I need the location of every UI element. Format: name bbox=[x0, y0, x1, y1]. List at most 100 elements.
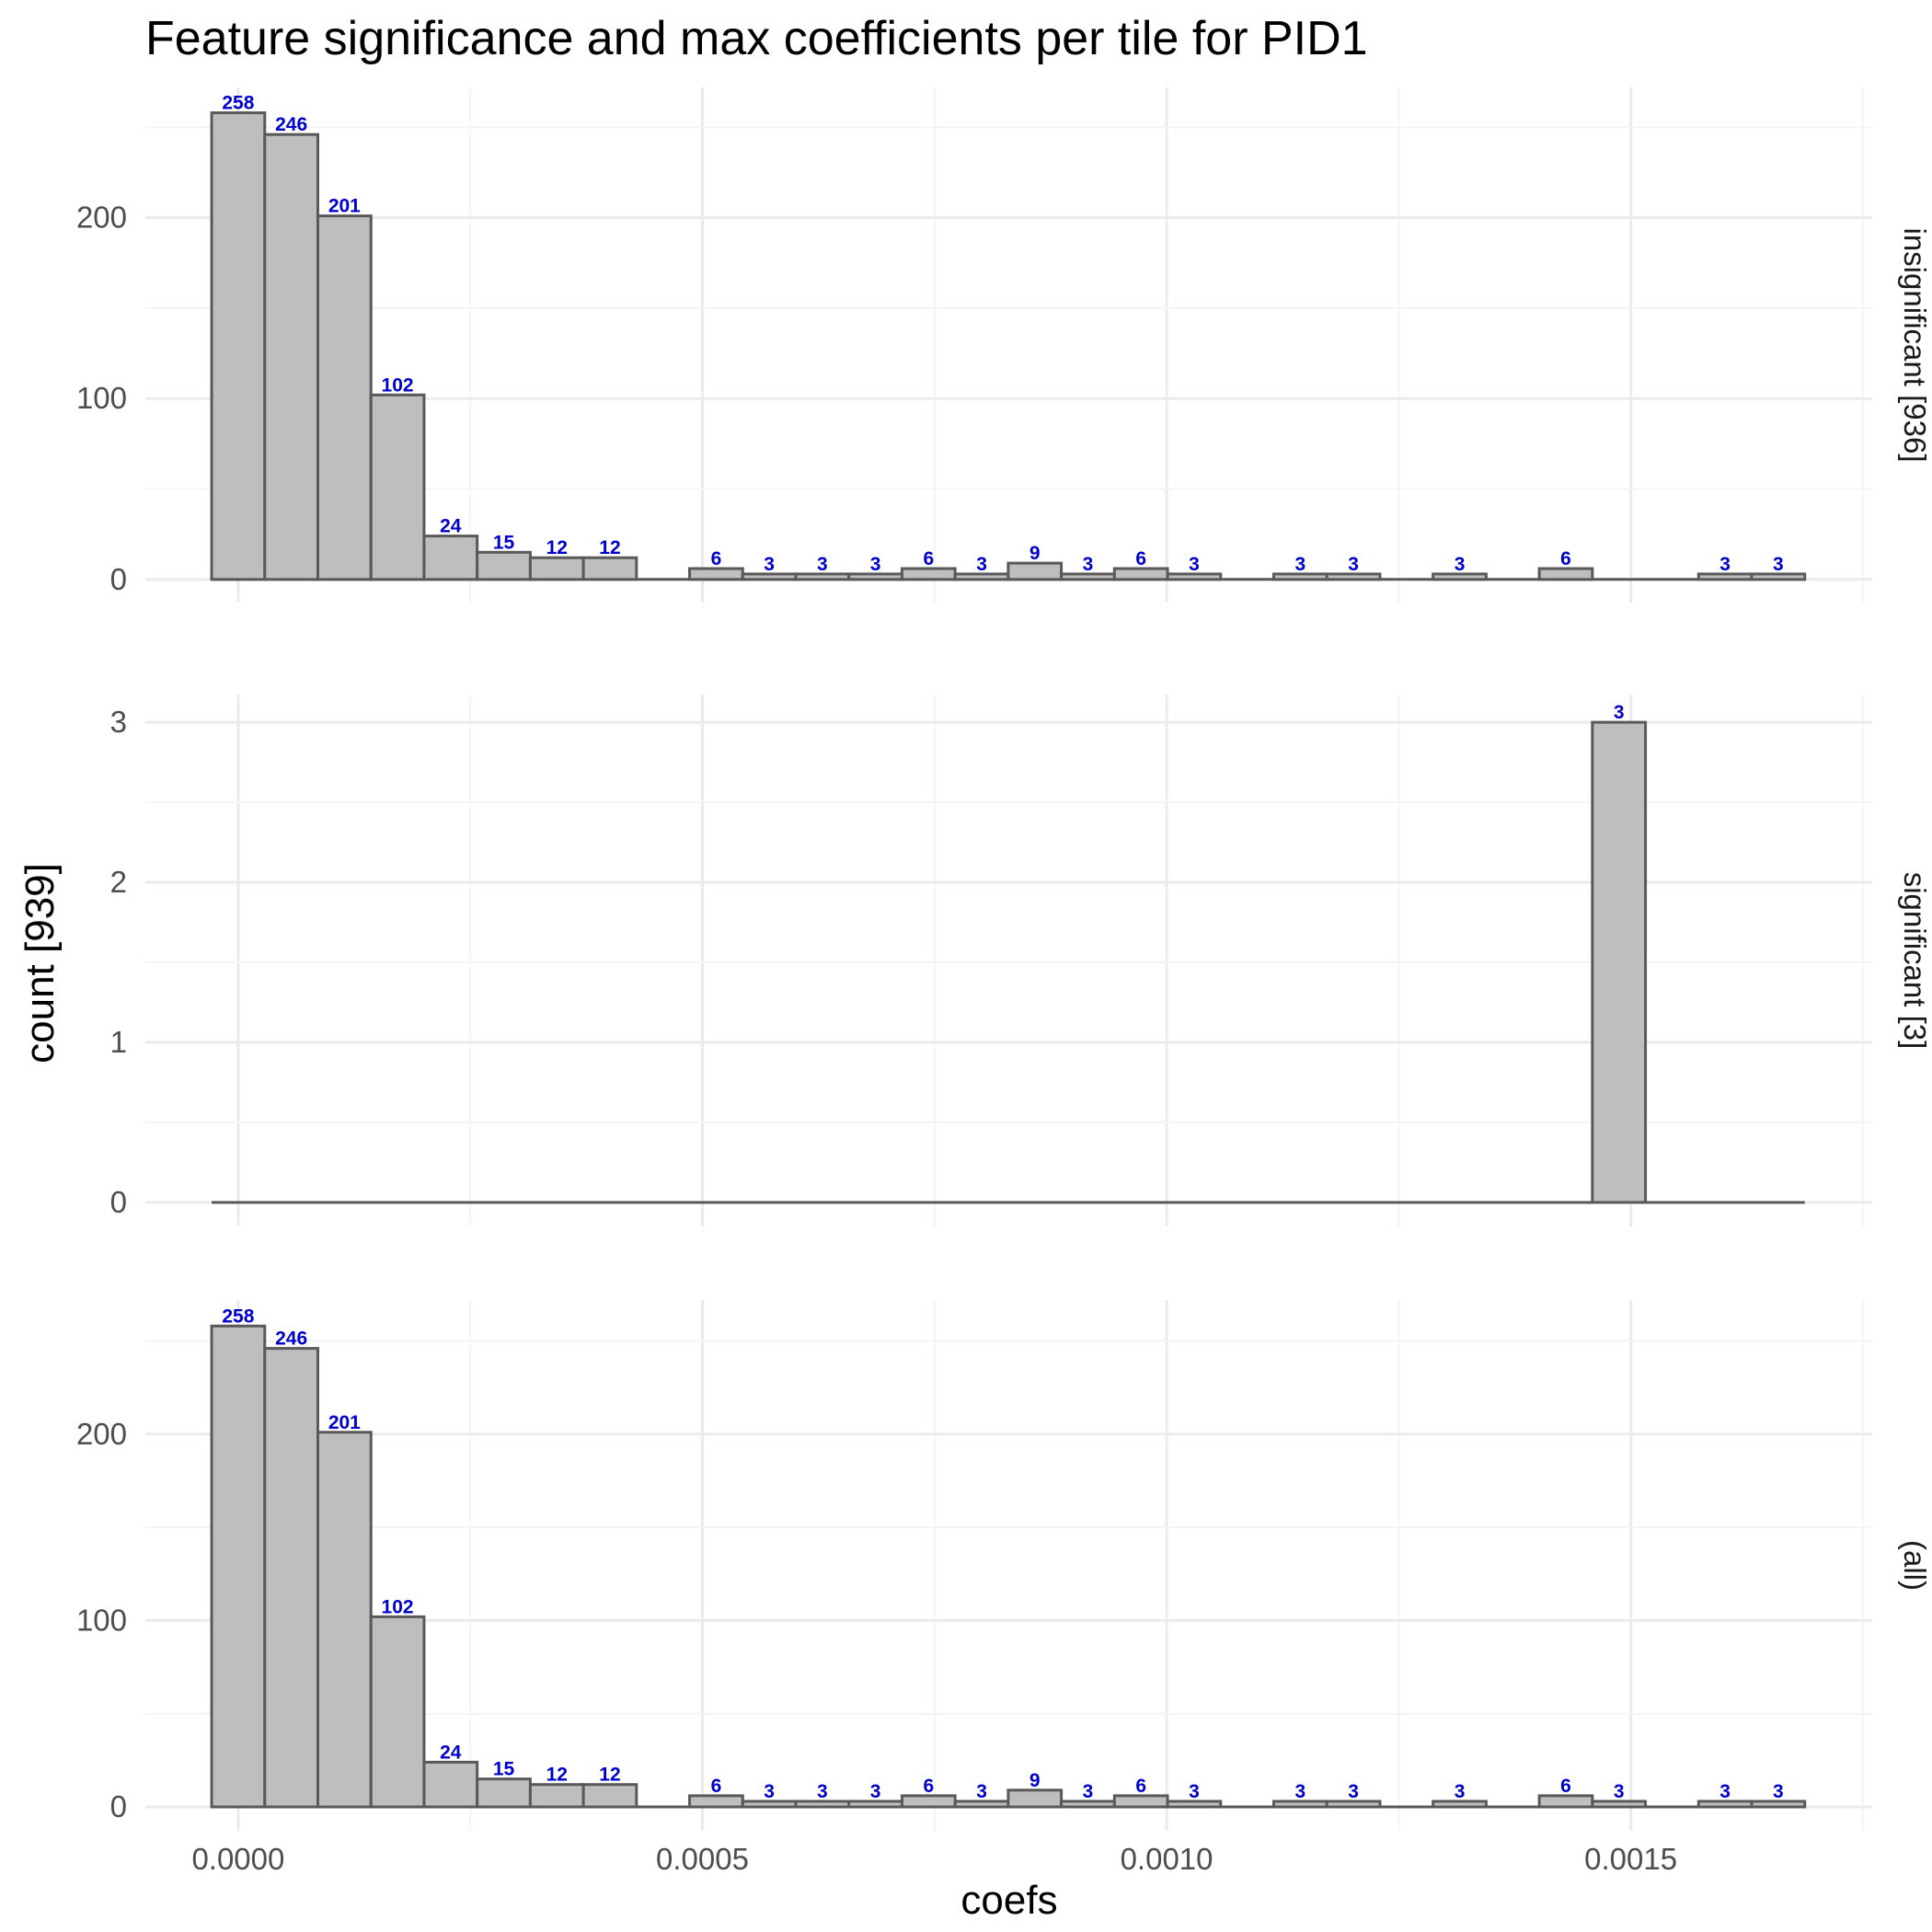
bar-count-label: 6 bbox=[1560, 548, 1571, 569]
y-tick-label: 100 bbox=[76, 381, 127, 415]
bar-count-label: 9 bbox=[1029, 1770, 1041, 1791]
histogram-bar bbox=[1166, 572, 1223, 581]
histogram-bar bbox=[1591, 1800, 1648, 1809]
x-tick-label: 0.0015 bbox=[1584, 1842, 1677, 1876]
y-tick-label: 2 bbox=[110, 865, 127, 899]
histogram-bar bbox=[1112, 567, 1169, 581]
bar-count-label: 6 bbox=[1135, 1776, 1146, 1797]
histogram-bar bbox=[263, 1347, 319, 1809]
histogram-bar bbox=[1432, 1800, 1488, 1809]
bar-count-label: 6 bbox=[1135, 548, 1146, 569]
bar-count-label: 3 bbox=[817, 554, 828, 575]
x-tick-label: 0.0000 bbox=[191, 1842, 284, 1876]
histogram-bar bbox=[476, 550, 532, 581]
bar-count-label: 3 bbox=[1455, 554, 1466, 575]
bar-count-label: 246 bbox=[275, 1328, 307, 1350]
histogram-bar bbox=[1750, 1800, 1807, 1809]
histogram-bar bbox=[900, 1794, 957, 1809]
bar-count-label: 102 bbox=[382, 1596, 414, 1617]
histogram-bar bbox=[1537, 1794, 1594, 1809]
histogram-bar bbox=[1166, 1800, 1223, 1809]
histogram-bar bbox=[900, 567, 957, 581]
x-axis: 0.0000 0.0005 0.0010 0.0015 bbox=[191, 1842, 1677, 1876]
bar-count-label: 258 bbox=[222, 1305, 254, 1327]
histogram-bar bbox=[528, 556, 585, 581]
y-tick-label: 1 bbox=[110, 1025, 127, 1059]
histogram-bar bbox=[476, 1777, 532, 1809]
facet-strip-label: (all) bbox=[1898, 1540, 1932, 1591]
bar-count-label: 3 bbox=[1189, 554, 1200, 575]
bar-count-label: 3 bbox=[976, 554, 987, 575]
histogram-bar bbox=[1112, 1794, 1169, 1809]
bar-count-label: 3 bbox=[1719, 1781, 1731, 1802]
bar-count-label: 9 bbox=[1029, 543, 1041, 564]
facet-strip-label: significant [3] bbox=[1898, 872, 1932, 1050]
histogram-bar bbox=[1432, 572, 1488, 581]
y-tick-label: 0 bbox=[110, 562, 127, 596]
histogram-bar bbox=[210, 1324, 267, 1809]
panel-3: 0 100 200 258 246 201 102 24 15 12 12 6 3 3 3 6 3 9 3 6 3 3 3 3… bbox=[76, 1300, 1932, 1831]
bar-count-label: 3 bbox=[870, 554, 881, 575]
chart-title: Feature significance and max coefficient… bbox=[145, 12, 1368, 65]
histogram-bar bbox=[263, 132, 319, 581]
y-tick-label: 200 bbox=[76, 201, 127, 235]
histogram-bar bbox=[1591, 720, 1648, 1204]
bar-count-label: 12 bbox=[599, 537, 620, 558]
bar-count-label: 102 bbox=[382, 374, 414, 396]
bar-count-label: 3 bbox=[976, 1781, 987, 1802]
y-axis-title: count [939] bbox=[17, 863, 63, 1064]
bar-count-label: 3 bbox=[1083, 1781, 1094, 1802]
histogram-bar bbox=[688, 1794, 744, 1809]
bar-count-label: 3 bbox=[1719, 554, 1731, 575]
bar-count-label: 12 bbox=[546, 1765, 568, 1786]
y-tick-label: 200 bbox=[76, 1417, 127, 1451]
bar-count-label: 3 bbox=[764, 554, 775, 575]
histogram-bar bbox=[528, 1783, 585, 1809]
bar-count-label: 6 bbox=[711, 1776, 722, 1797]
histogram-bar bbox=[1325, 572, 1382, 581]
histogram-bar bbox=[581, 1783, 638, 1809]
histogram-bar bbox=[422, 535, 479, 581]
bar-count-label: 6 bbox=[1560, 1776, 1571, 1797]
bar-count-label: 3 bbox=[1773, 554, 1784, 575]
x-axis-title: coefs bbox=[960, 1878, 1057, 1923]
histogram-bar bbox=[316, 1431, 373, 1809]
bar-count-label: 3 bbox=[1295, 554, 1306, 575]
panel-1: 0 100 200 258 246 201 102 24 15 12 12 6 3 3 3 6 3 9 3 6 3 3 3 3… bbox=[76, 87, 1932, 603]
bar-count-label: 12 bbox=[546, 537, 568, 558]
bar-count-label: 3 bbox=[1189, 1781, 1200, 1802]
bar-count-label: 201 bbox=[328, 1412, 361, 1433]
bar-count-label: 3 bbox=[817, 1781, 828, 1802]
bar-count-label: 3 bbox=[1455, 1781, 1466, 1802]
bar-count-label: 3 bbox=[870, 1781, 881, 1802]
bar-count-label: 3 bbox=[764, 1781, 775, 1802]
bar-count-label: 15 bbox=[493, 1759, 515, 1780]
histogram-bar bbox=[369, 393, 426, 581]
bar-count-label: 6 bbox=[711, 548, 722, 569]
facet-strip-label: insignificant [936] bbox=[1898, 228, 1932, 463]
bar-count-label: 3 bbox=[1348, 1781, 1359, 1802]
bar-count-label: 246 bbox=[275, 114, 307, 135]
bar-count-label: 3 bbox=[1348, 554, 1359, 575]
histogram-bar bbox=[1325, 1800, 1382, 1809]
bar-count-label: 3 bbox=[1614, 1781, 1625, 1802]
bar-count-label: 3 bbox=[1614, 702, 1625, 723]
y-tick-label: 100 bbox=[76, 1603, 127, 1637]
histogram-bar bbox=[1537, 567, 1594, 581]
histogram-bar bbox=[369, 1615, 426, 1809]
histogram-bar bbox=[1006, 561, 1064, 581]
bar-count-label: 3 bbox=[1773, 1781, 1784, 1802]
histogram-bar bbox=[1750, 572, 1807, 581]
y-tick-label: 0 bbox=[110, 1185, 127, 1219]
bar-count-label: 3 bbox=[1295, 1781, 1306, 1802]
histogram-bar bbox=[688, 567, 744, 581]
x-tick-label: 0.0010 bbox=[1121, 1842, 1213, 1876]
bar-count-label: 24 bbox=[440, 516, 462, 537]
y-tick-label: 3 bbox=[110, 705, 127, 739]
bar-count-label: 201 bbox=[328, 196, 361, 217]
histogram-bar bbox=[210, 111, 267, 581]
histogram-bar bbox=[422, 1760, 479, 1809]
x-tick-label: 0.0005 bbox=[656, 1842, 749, 1876]
bar-count-label: 12 bbox=[599, 1765, 620, 1786]
